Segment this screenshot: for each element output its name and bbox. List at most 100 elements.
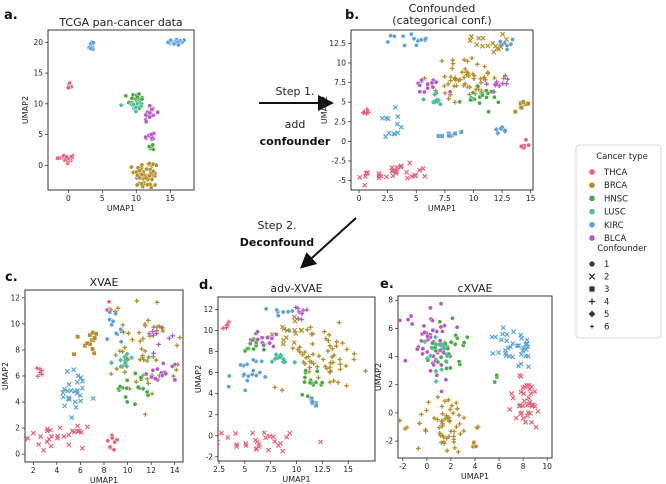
point-brca	[479, 43, 486, 49]
point-kirc	[490, 351, 496, 357]
point-brca	[133, 379, 139, 385]
x-tick-label: -2	[399, 462, 407, 471]
point-brca	[144, 358, 150, 364]
point-lusc	[133, 109, 139, 114]
point-hnsc	[123, 394, 128, 400]
y-tick-label: 2.5	[334, 117, 346, 126]
point-lusc	[138, 103, 144, 109]
point-thca	[416, 167, 423, 173]
point-thca	[66, 85, 71, 91]
point-kirc	[502, 347, 508, 353]
point-kirc	[383, 134, 389, 140]
point-thca	[407, 160, 413, 166]
point-hnsc	[496, 100, 501, 105]
point-brca	[306, 354, 311, 359]
y-axis-label: UMAP2	[374, 363, 383, 391]
point-blca	[295, 305, 301, 311]
y-tick-label: 4	[208, 389, 213, 398]
point-hnsc	[123, 93, 129, 99]
panel-d-points	[218, 305, 368, 454]
point-blca	[172, 377, 178, 383]
point-kirc	[254, 373, 259, 378]
point-kirc	[250, 368, 256, 373]
point-brca	[462, 66, 468, 72]
point-brca	[120, 322, 126, 328]
point-hnsc	[480, 92, 485, 98]
point-hnsc	[251, 346, 256, 352]
point-kirc	[495, 130, 501, 136]
point-thca	[66, 442, 72, 448]
point-thca	[263, 435, 269, 441]
point-blca	[148, 132, 154, 137]
x-axis-label: UMAP1	[428, 204, 456, 213]
point-kirc	[77, 392, 83, 398]
point-kirc	[402, 43, 407, 48]
point-blca	[454, 324, 460, 330]
point-brca	[441, 441, 447, 446]
point-brca	[279, 387, 285, 393]
point-thca	[422, 173, 428, 179]
panel-c-points	[25, 298, 183, 453]
point-kirc	[275, 313, 281, 318]
point-brca	[300, 352, 305, 357]
point-brca	[334, 343, 339, 349]
point-brca	[334, 339, 340, 345]
point-brca	[327, 343, 333, 349]
point-hnsc	[475, 84, 481, 89]
point-thca	[523, 137, 529, 143]
x-tick-label: 5	[100, 194, 105, 203]
point-thca	[362, 173, 368, 179]
point-hnsc	[302, 375, 308, 380]
point-kirc	[226, 384, 232, 389]
y-tick-label: 6	[388, 324, 393, 333]
point-lusc	[439, 342, 445, 348]
point-thca	[37, 370, 43, 375]
y-tick-label: 0	[388, 408, 393, 417]
point-hnsc	[438, 354, 444, 360]
point-brca	[75, 334, 80, 339]
point-brca	[145, 182, 150, 187]
x-tick-label: 6	[497, 462, 502, 471]
point-thca	[516, 403, 522, 409]
point-lusc	[117, 357, 124, 363]
point-hnsc	[313, 379, 319, 385]
point-kirc	[107, 309, 113, 315]
legend-label-confounder-1: 1	[604, 260, 609, 270]
point-thca	[280, 448, 286, 454]
point-thca	[420, 165, 426, 172]
point-thca	[48, 443, 54, 449]
y-tick-label: 2	[208, 410, 213, 419]
point-thca	[220, 325, 226, 331]
y-tick-label: 6	[208, 368, 213, 377]
point-blca	[438, 347, 443, 353]
point-brca	[154, 162, 159, 168]
point-kirc	[65, 388, 71, 394]
point-brca	[442, 90, 448, 96]
legend: Cancer type THCA BRCA HNSC LUSC KIRC BLCA Con…	[575, 144, 662, 339]
point-blca	[425, 81, 430, 87]
point-brca	[143, 412, 148, 417]
point-brca	[423, 428, 429, 434]
legend-marker-kirc	[588, 221, 596, 229]
point-kirc	[61, 386, 67, 392]
point-blca	[420, 346, 426, 352]
panel-e-cxvae: e. cXVAE -2 0 2 4 6 8 10 -2 0 2 4 6 8 UMAP1 UMAP2	[374, 277, 553, 481]
point-blca	[160, 361, 166, 366]
point-brca	[490, 40, 496, 46]
point-blca	[434, 372, 440, 378]
point-thca	[265, 447, 271, 453]
point-hnsc	[448, 339, 454, 345]
x-tick-label: 10	[132, 194, 142, 203]
x-tick-label: 7.5	[265, 465, 277, 474]
point-lusc	[118, 364, 124, 370]
point-hnsc	[457, 99, 463, 105]
point-blca	[421, 323, 427, 329]
x-tick-label: 7.5	[439, 194, 451, 203]
point-brca	[122, 369, 128, 375]
point-brca	[426, 399, 431, 405]
point-thca	[44, 426, 50, 432]
point-brca	[363, 368, 368, 374]
point-hnsc	[461, 340, 467, 345]
point-brca	[145, 318, 151, 323]
